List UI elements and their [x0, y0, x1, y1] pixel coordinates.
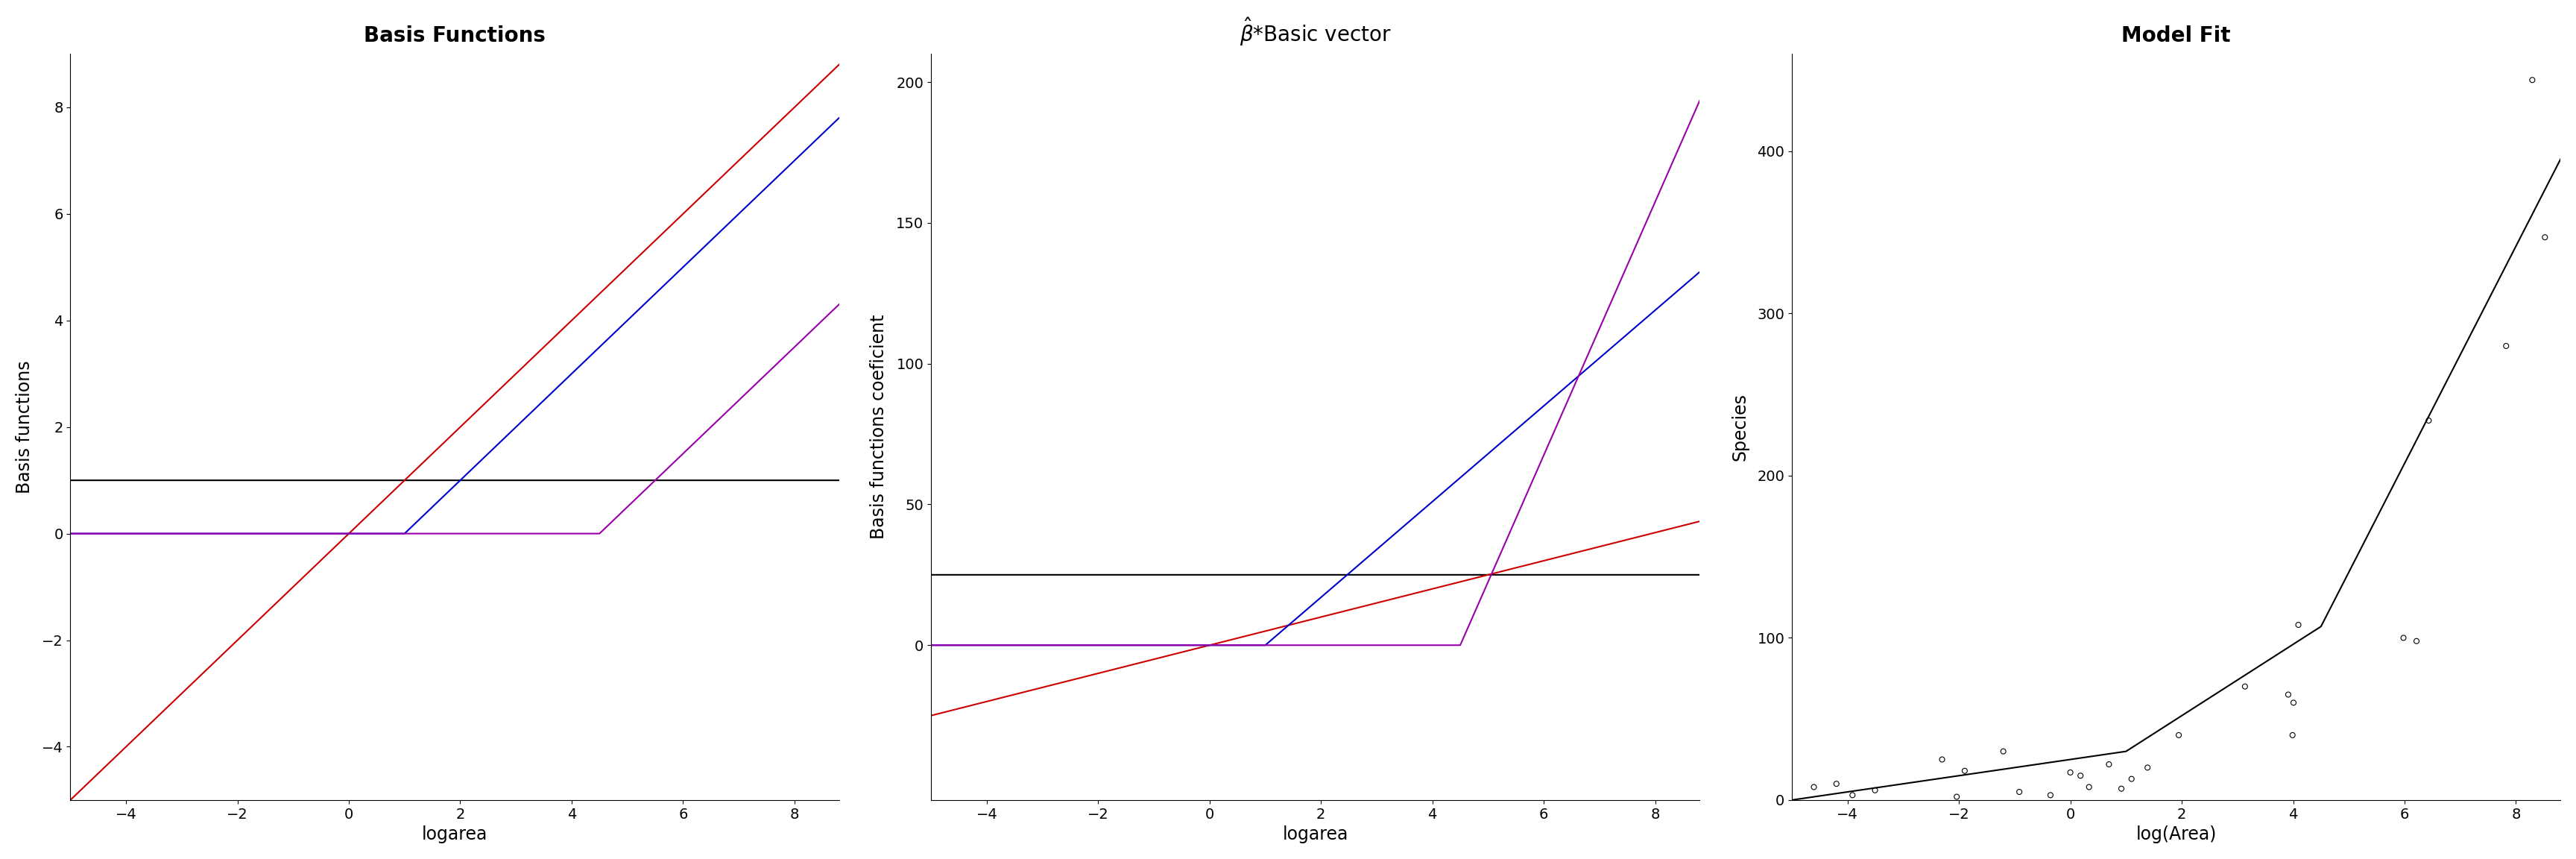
Title: Basis Functions: Basis Functions	[363, 25, 546, 46]
Point	[2512, 73, 2553, 87]
Point	[2383, 631, 2424, 645]
X-axis label: logarea: logarea	[1283, 825, 1347, 844]
Point	[2223, 679, 2264, 693]
Point	[2061, 769, 2102, 783]
Point	[1832, 789, 1873, 802]
Point	[2272, 728, 2313, 742]
Point	[2267, 688, 2308, 702]
Title: $\hat{\beta}$*Basic vector: $\hat{\beta}$*Basic vector	[1239, 15, 1391, 47]
Point	[2277, 618, 2318, 631]
Point	[2110, 772, 2151, 786]
Point	[1922, 752, 1963, 766]
Point	[2069, 780, 2110, 794]
Point	[2159, 728, 2200, 742]
Point	[1984, 745, 2025, 758]
Point	[1793, 780, 1834, 794]
Point	[2524, 230, 2566, 244]
Point	[2089, 758, 2130, 771]
Y-axis label: Basis functions: Basis functions	[15, 361, 33, 494]
X-axis label: log(Area): log(Area)	[2136, 825, 2215, 844]
Point	[2102, 782, 2143, 795]
Point	[2128, 761, 2169, 775]
Point	[2409, 414, 2450, 428]
Point	[1945, 764, 1986, 777]
Point	[1999, 785, 2040, 799]
Title: Model Fit: Model Fit	[2123, 25, 2231, 46]
Y-axis label: Basis functions coeficient: Basis functions coeficient	[871, 314, 889, 539]
Point	[1937, 790, 1978, 804]
Point	[2272, 696, 2313, 710]
Point	[2050, 765, 2092, 779]
Point	[2396, 634, 2437, 648]
Point	[2486, 339, 2527, 353]
Point	[2030, 789, 2071, 802]
Point	[1855, 783, 1896, 797]
Y-axis label: Species: Species	[1731, 393, 1749, 461]
X-axis label: logarea: logarea	[422, 825, 487, 844]
Point	[1816, 777, 1857, 790]
